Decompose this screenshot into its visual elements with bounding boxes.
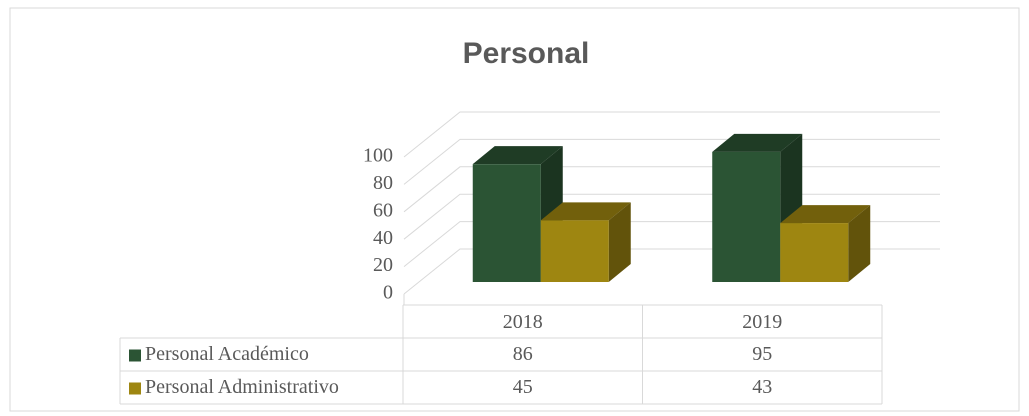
legend-label: Personal Administrativo	[145, 376, 339, 398]
bar	[712, 151, 781, 282]
bar-top	[540, 202, 631, 221]
grid-line	[403, 111, 940, 158]
legend-label: Personal Académico	[145, 343, 309, 365]
bar	[540, 220, 609, 282]
y-tick-label: 40	[373, 227, 393, 249]
x-tick-label: 2018	[503, 311, 543, 333]
x-tick-label: 2019	[742, 311, 782, 333]
chart-title: Personal	[463, 37, 590, 70]
y-tick-label: 20	[373, 254, 393, 276]
table-value: 86	[513, 343, 533, 365]
y-tick-label: 80	[373, 172, 393, 194]
bar-top	[712, 133, 803, 152]
bar-side	[608, 202, 631, 282]
y-tick-label: 100	[363, 145, 393, 167]
bar	[472, 164, 541, 282]
table-value: 95	[752, 343, 772, 365]
y-tick-label: 60	[373, 199, 393, 221]
table-value: 43	[752, 376, 772, 398]
bar-top	[780, 205, 871, 224]
legend-swatch	[129, 349, 141, 362]
bar-top	[472, 146, 563, 165]
bar	[780, 223, 849, 282]
bar-side	[848, 205, 871, 282]
legend-swatch	[129, 382, 141, 395]
y-tick-label: 0	[383, 282, 393, 304]
table-value: 45	[513, 376, 533, 398]
